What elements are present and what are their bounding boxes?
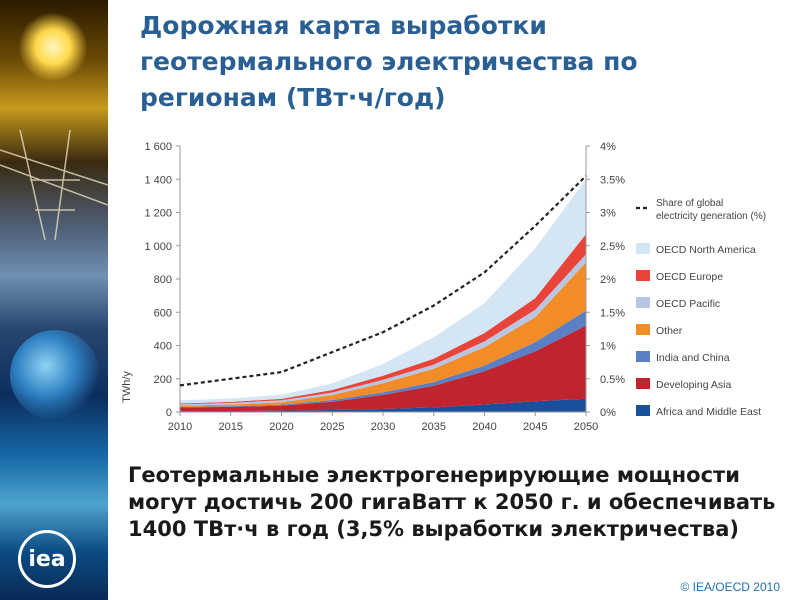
y2-tick-label: 1.5% (600, 307, 625, 319)
globe-swirl-image (10, 330, 100, 420)
legend-label: Other (656, 325, 683, 337)
area-series-4 (180, 254, 586, 406)
area-series-2 (180, 310, 586, 408)
decorative-photo-strip (0, 0, 108, 600)
legend-share-label: Share of global (656, 198, 723, 209)
area-series-5 (180, 234, 586, 405)
share-line (179, 175, 587, 387)
area-series-1 (180, 325, 586, 412)
x-tick-label: 2035 (422, 421, 446, 433)
sun-glow-image (18, 12, 88, 82)
legend-label: OECD Europe (656, 271, 723, 283)
y-tick-label: 200 (154, 374, 172, 386)
legend-label: Africa and Middle East (656, 406, 761, 418)
y2-tick-label: 2.5% (600, 241, 625, 253)
y-axis-label: TWh/y (121, 371, 133, 403)
legend-swatch (636, 324, 650, 335)
y-tick-label: 1 600 (144, 141, 172, 153)
legend-swatch (636, 378, 650, 389)
y2-tick-label: 4% (600, 141, 616, 153)
y-tick-label: 1 000 (144, 241, 172, 253)
x-tick-label: 2030 (371, 421, 395, 433)
legend-label: India and China (656, 352, 730, 364)
power-tower-image (0, 130, 108, 240)
area-series-6 (180, 179, 586, 404)
legend-label: OECD Pacific (656, 298, 720, 310)
caption-text: Геотермальные электрогенерирующие мощнос… (128, 463, 776, 541)
area-series-0 (180, 398, 586, 412)
y2-tick-label: 3% (600, 208, 616, 220)
y-tick-label: 600 (154, 307, 172, 319)
x-tick-label: 2040 (472, 421, 496, 433)
x-tick-label: 2050 (574, 421, 598, 433)
legend-swatch (636, 405, 650, 416)
legend-swatch (636, 270, 650, 281)
y-tick-label: 1 200 (144, 208, 172, 220)
legend-swatch (636, 351, 650, 362)
x-tick-label: 2045 (523, 421, 547, 433)
x-tick-label: 2025 (320, 421, 344, 433)
y-tick-label: 0 (166, 407, 172, 419)
y2-tick-label: 0% (600, 407, 616, 419)
legend-label: Developing Asia (656, 379, 731, 391)
y2-tick-label: 3.5% (600, 174, 625, 186)
legend-swatch (636, 243, 650, 254)
y-tick-label: 400 (154, 341, 172, 353)
y2-tick-label: 1% (600, 341, 616, 353)
y2-tick-label: 2% (600, 274, 616, 286)
geothermal-roadmap-chart: 0 200 400 600 800 1 000 1 200 1 400 1 600 0% 0.5% 1… (121, 141, 766, 433)
legend-label: OECD North America (656, 244, 756, 256)
copyright-note: © IEA/OECD 2010 (680, 580, 780, 594)
y-tick-label: 1 400 (144, 174, 172, 186)
legend-share-label: electricity generation (%) (656, 211, 766, 222)
legend-swatch (636, 297, 650, 308)
x-tick-label: 2020 (269, 421, 293, 433)
x-tick-label: 2010 (168, 421, 192, 433)
y2-tick-label: 0.5% (600, 374, 625, 386)
page-title: Дорожная карта выработки геотермального … (140, 11, 638, 112)
x-tick-label: 2015 (219, 421, 243, 433)
iea-logo: iea (18, 530, 76, 588)
y-tick-label: 800 (154, 274, 172, 286)
